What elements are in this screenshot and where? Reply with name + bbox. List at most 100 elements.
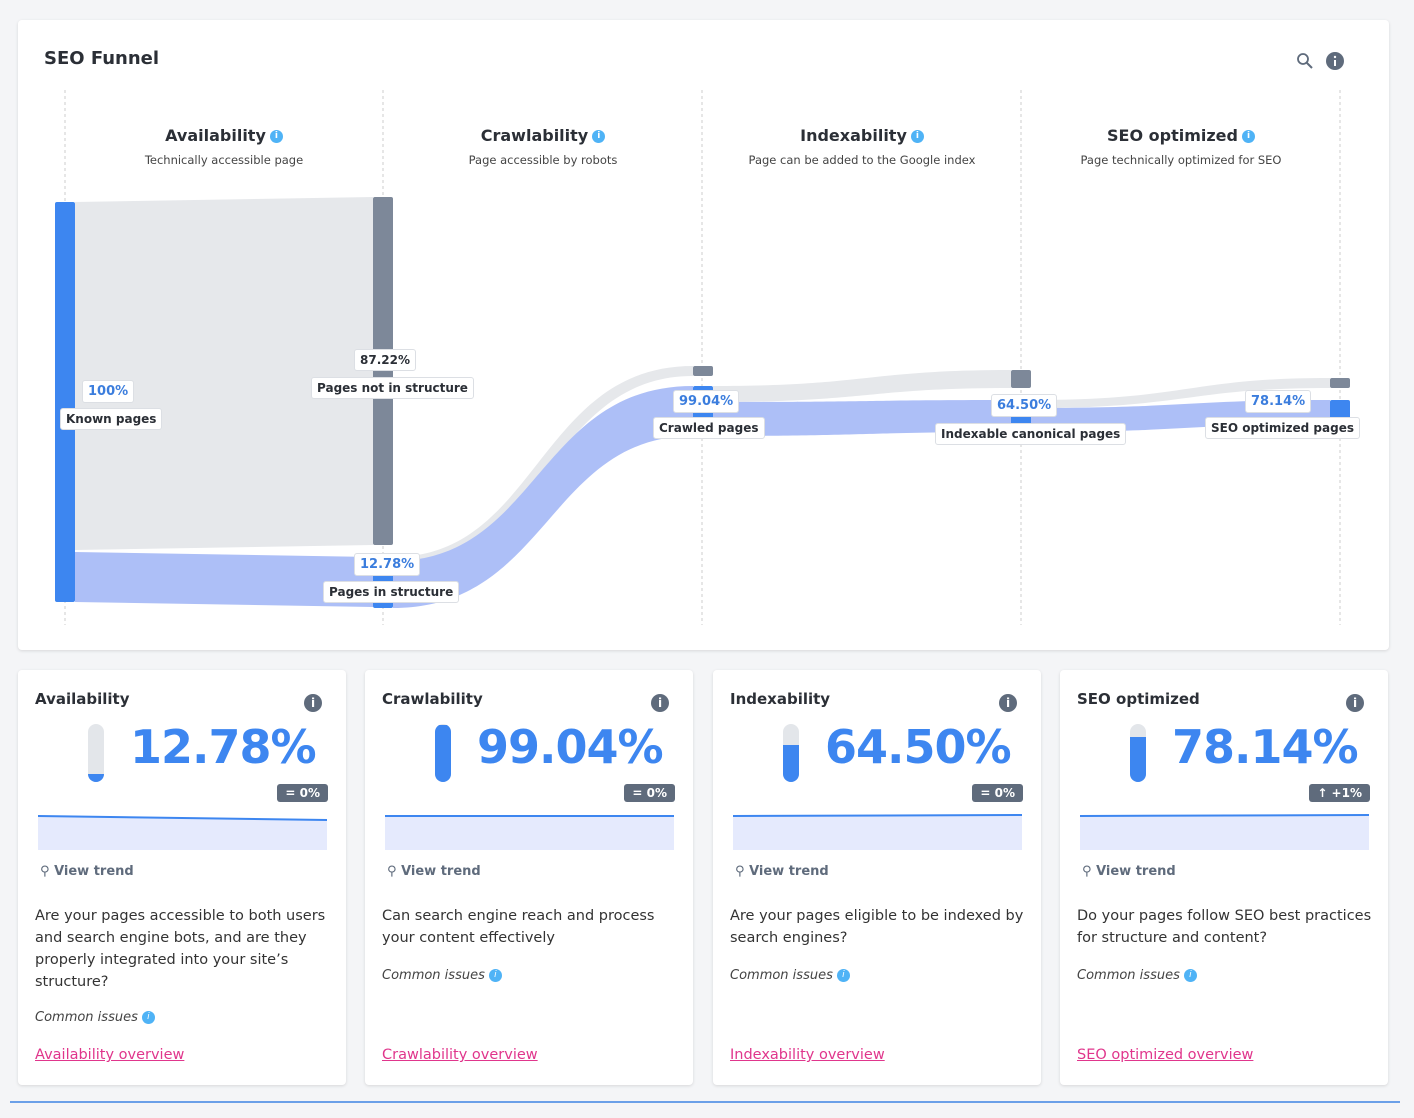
delta-badge: ↑ +1% — [1309, 784, 1370, 802]
info-icon[interactable]: i — [1241, 130, 1255, 143]
node-not-indexable — [1011, 370, 1031, 388]
stage-title: SEO optimized — [1107, 126, 1238, 145]
zoom-icon: ⚲ — [1082, 864, 1097, 879]
not-in-structure-label: Pages not in structure — [311, 377, 474, 399]
common-issues[interactable]: Common issues i — [35, 1010, 155, 1025]
flow-not-seo — [1031, 378, 1330, 408]
card-title: Availability — [35, 690, 130, 708]
metric-card: Indexability i 64.50% = 0% ⚲ View trend … — [713, 670, 1041, 1085]
gauge-fill — [435, 724, 451, 782]
card-title: SEO optimized — [1077, 690, 1200, 708]
view-trend-label: View trend — [401, 864, 481, 879]
in-structure-label: Pages in structure — [323, 581, 460, 603]
info-icon[interactable]: i — [488, 969, 502, 982]
metric-card: SEO optimized i 78.14% ↑ +1% ⚲ View tren… — [1060, 670, 1388, 1085]
info-icon[interactable]: i — [836, 969, 850, 982]
stage-crawlability: Crawlability i Page accessible by robots — [383, 126, 703, 167]
stage-subtitle: Page accessible by robots — [468, 153, 618, 167]
common-issues[interactable]: Common issues i — [1077, 968, 1197, 983]
zoom-icon: ⚲ — [735, 864, 750, 879]
stage-subtitle: Page technically optimized for SEO — [1080, 153, 1282, 167]
stage-subtitle: Page can be added to the Google index — [748, 153, 976, 167]
crawled-pct: 99.04% — [673, 390, 740, 413]
panel-title: SEO Funnel — [44, 48, 160, 69]
in-structure-pct: 12.78% — [354, 553, 421, 576]
gauge — [1130, 724, 1146, 782]
info-icon[interactable] — [1326, 52, 1344, 70]
node-known-pages — [55, 202, 75, 602]
gauge — [88, 724, 104, 782]
view-trend-label: View trend — [749, 864, 829, 879]
sparkline — [1080, 814, 1369, 850]
info-icon[interactable]: i — [910, 130, 924, 143]
info-icon[interactable]: i — [141, 1011, 155, 1024]
gauge — [435, 724, 451, 782]
zoom-icon: ⚲ — [40, 864, 55, 879]
info-icon[interactable]: i — [999, 694, 1017, 712]
card-title: Crawlability — [382, 690, 483, 708]
view-trend-button[interactable]: ⚲ View trend — [735, 864, 829, 879]
seo-funnel-panel: SEO Funnel Availability i Technically acce… — [18, 20, 1389, 650]
stage-subtitle: Technically accessible page — [144, 153, 304, 167]
overview-link[interactable]: Indexability overview — [730, 1047, 885, 1063]
view-trend-label: View trend — [54, 864, 134, 879]
common-issues-label: Common issues — [382, 968, 485, 983]
flow-crawled — [393, 386, 693, 608]
flow-not-in-structure — [75, 197, 373, 550]
common-issues[interactable]: Common issues i — [730, 968, 850, 983]
node-not-seo — [1330, 378, 1350, 388]
known-pages-pct: 100% — [82, 380, 135, 403]
metric-card: Availability i 12.78% = 0% ⚲ View trend … — [18, 670, 346, 1085]
crawled-label: Crawled pages — [653, 417, 765, 439]
delta-badge: = 0% — [277, 784, 328, 802]
flow-in-structure — [75, 552, 373, 607]
sparkline — [38, 815, 327, 850]
zoom-icon: ⚲ — [387, 864, 402, 879]
info-icon[interactable]: i — [651, 694, 669, 712]
node-not-crawled — [693, 366, 713, 376]
overview-link[interactable]: Crawlability overview — [382, 1047, 538, 1063]
card-value: 78.14% — [1172, 720, 1359, 774]
card-value: 64.50% — [825, 720, 1012, 774]
view-trend-button[interactable]: ⚲ View trend — [387, 864, 481, 879]
not-in-structure-pct: 87.22% — [354, 349, 416, 371]
stage-availability: Availability i Technically accessible page — [64, 126, 384, 167]
info-icon[interactable]: i — [269, 130, 283, 143]
gauge-fill — [783, 744, 799, 782]
stage-title: Availability — [165, 126, 266, 145]
card-description: Can search engine reach and process your… — [382, 908, 655, 946]
gauge — [783, 724, 799, 782]
sparkline — [733, 814, 1022, 850]
common-issues[interactable]: Common issues i — [382, 968, 502, 983]
view-trend-button[interactable]: ⚲ View trend — [40, 864, 134, 879]
card-value: 99.04% — [477, 720, 664, 774]
common-issues-label: Common issues — [35, 1010, 138, 1025]
stage-title: Indexability — [800, 126, 907, 145]
zoom-icon[interactable] — [1296, 52, 1314, 70]
divider — [10, 1101, 1400, 1103]
overview-link[interactable]: Availability overview — [35, 1047, 185, 1063]
view-trend-button[interactable]: ⚲ View trend — [1082, 864, 1176, 879]
metric-card: Crawlability i 99.04% = 0% ⚲ View trend … — [365, 670, 693, 1085]
info-icon[interactable]: i — [1346, 694, 1364, 712]
info-icon[interactable]: i — [592, 130, 606, 143]
delta-badge: = 0% — [624, 784, 675, 802]
delta-badge: = 0% — [972, 784, 1023, 802]
overview-link[interactable]: SEO optimized overview — [1077, 1047, 1254, 1063]
info-icon[interactable]: i — [304, 694, 322, 712]
flow-not-indexable — [713, 370, 1011, 402]
stage-seo-optimized: SEO optimized i Page technically optimized… — [1021, 126, 1341, 167]
seo-label: SEO optimized pages — [1205, 417, 1360, 439]
stage-title: Crawlability — [480, 126, 589, 145]
indexable-pct: 64.50% — [991, 394, 1058, 417]
info-icon[interactable]: i — [1183, 969, 1197, 982]
card-value: 12.78% — [130, 720, 317, 774]
card-description: Are your pages eligible to be indexed by… — [730, 908, 1024, 946]
flow-not-crawled — [393, 366, 693, 561]
funnel-chart — [55, 90, 1350, 625]
common-issues-label: Common issues — [1077, 968, 1180, 983]
known-pages-label: Known pages — [60, 408, 163, 430]
gauge-fill — [1130, 736, 1146, 782]
gauge-fill — [88, 773, 104, 782]
card-title: Indexability — [730, 690, 831, 708]
